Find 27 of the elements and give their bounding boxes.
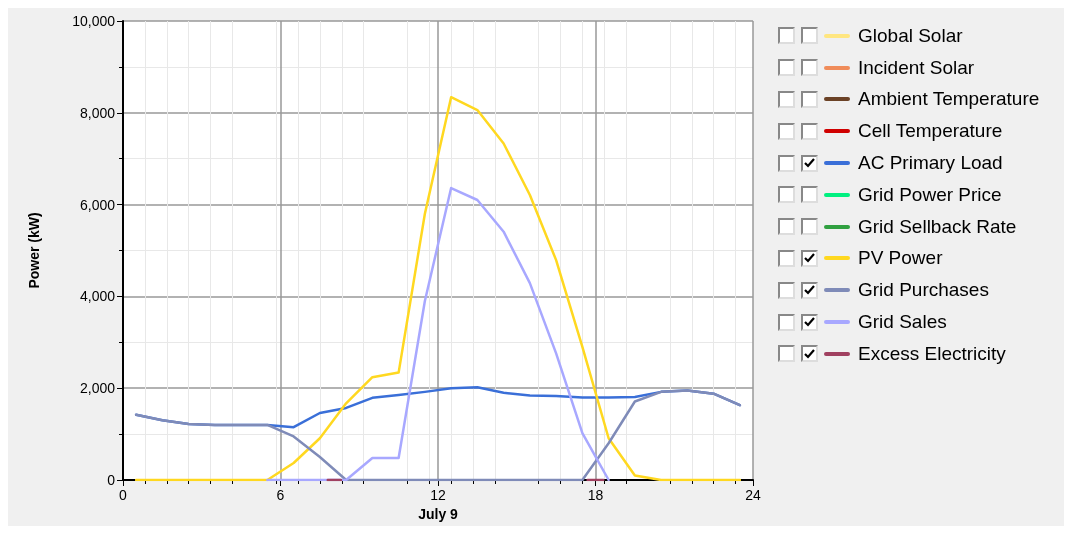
y-tick-label: 2,000 <box>79 380 116 397</box>
x-tick-label: 18 <box>587 487 604 503</box>
legend-label: Grid Sellback Rate <box>858 215 1017 238</box>
x-tick-label: 12 <box>430 487 446 503</box>
legend-label: Cell Temperature <box>858 120 1003 143</box>
legend-label: Grid Power Price <box>858 183 1002 206</box>
x-tick-label: 24 <box>745 487 761 503</box>
legend-label: Global Solar <box>858 24 963 47</box>
y-tick-label: 8,000 <box>79 104 116 121</box>
legend-label: PV Power <box>858 247 943 270</box>
y-tick-label: 4,000 <box>79 288 116 305</box>
legend-label: Incident Solar <box>858 56 975 79</box>
legend-label: Grid Purchases <box>858 279 989 302</box>
legend-label: Grid Sales <box>858 311 947 334</box>
legend-label: Ambient Temperature <box>858 88 1040 111</box>
y-tick-label: 6,000 <box>79 196 116 213</box>
x-tick-label: 6 <box>276 487 285 503</box>
x-tick-label: 0 <box>119 487 128 503</box>
line-series <box>134 389 742 482</box>
legend-label: AC Primary Load <box>858 152 1003 175</box>
x-axis-title: July 9 <box>418 505 459 522</box>
y-tick-label: 0 <box>107 472 116 488</box>
y-axis-title: Power (kW) <box>26 212 42 289</box>
line-series <box>134 95 742 482</box>
legend-label: Excess Electricity <box>858 342 1006 365</box>
line-series <box>266 186 610 482</box>
y-tick-label: 10,000 <box>72 13 116 29</box>
